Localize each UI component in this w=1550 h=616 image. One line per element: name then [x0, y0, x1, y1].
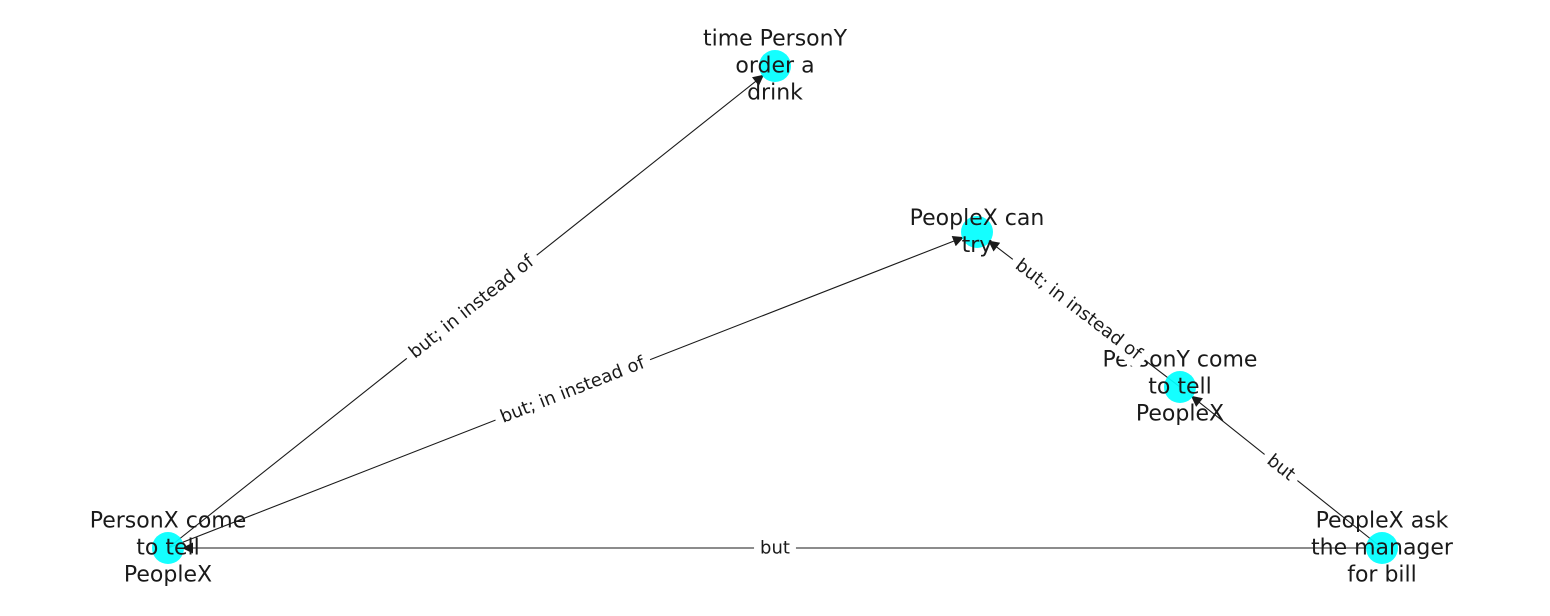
node-n1	[759, 50, 791, 82]
node-label-line: to tell	[136, 536, 199, 561]
node-label-line: drink	[747, 81, 803, 106]
edge-label-background	[490, 348, 655, 432]
node-label-n4: PersonX come to tell PeopleX	[90, 509, 247, 588]
edge-label-n5-to-n3: but	[1256, 444, 1306, 491]
node-label-line: PeopleX ask	[1316, 509, 1449, 534]
node-label-line: try	[962, 233, 993, 258]
edge-label-text: but; in instead of	[497, 352, 648, 428]
edge-label-text: but	[760, 538, 790, 559]
edge-label-background	[1256, 444, 1306, 491]
node-n3	[1164, 371, 1196, 403]
edge-label-background	[399, 245, 545, 369]
node-label-line: order a	[735, 54, 814, 79]
edges-layer	[167, 74, 1383, 554]
node-n4	[152, 532, 184, 564]
node-label-line: PeopleX	[1136, 402, 1224, 427]
edge-label-n4-to-n2: but; in instead of	[490, 348, 655, 432]
node-label-n1: time PersonY order a drink	[703, 27, 848, 106]
nodes-layer	[152, 50, 1398, 564]
node-label-n5: PeopleX ask the manager for bill	[1311, 509, 1454, 588]
edge-label-background	[754, 535, 796, 561]
node-label-line: PeopleX	[124, 563, 212, 588]
node-label-line: PersonX come	[90, 509, 247, 534]
edge-label-n5-to-n4: but	[754, 535, 796, 561]
node-label-line: PeopleX can	[910, 206, 1045, 231]
node-label-n2: PeopleX can try	[910, 206, 1045, 258]
node-label-line: to tell	[1148, 375, 1211, 400]
node-n2	[961, 216, 993, 248]
node-label-line: the manager	[1311, 536, 1454, 561]
node-label-line: time PersonY	[703, 27, 848, 52]
edge-label-text: but; in instead of	[1011, 255, 1146, 365]
edge-label-background	[1005, 249, 1153, 370]
edge-label-text: but; in instead of	[405, 251, 539, 363]
edge-label-n4-to-n1: but; in instead of	[399, 245, 545, 369]
node-label-line: for bill	[1347, 563, 1417, 588]
node-label-n3: PersonY come to tell PeopleX	[1103, 348, 1258, 427]
edge-label-n3-to-n2: but; in instead of	[1005, 249, 1153, 370]
node-n5	[1366, 532, 1398, 564]
